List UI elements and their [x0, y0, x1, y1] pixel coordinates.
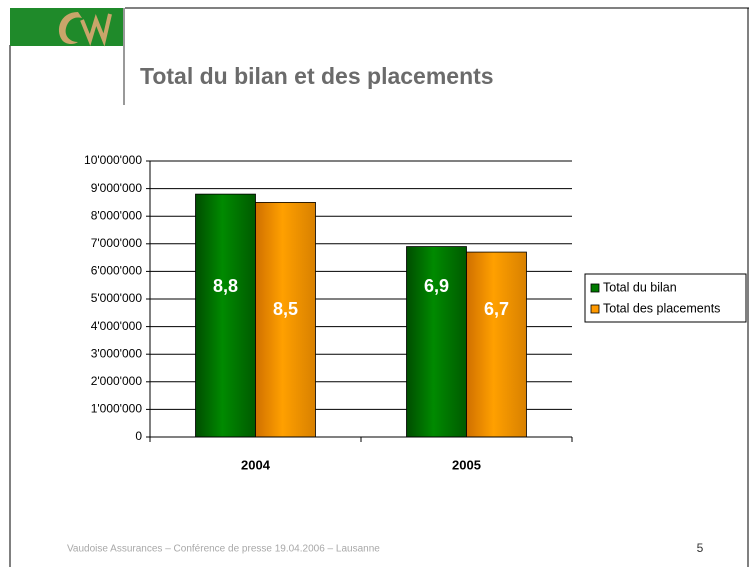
- logo: [10, 8, 124, 47]
- y-tick-label: 8'000'000: [91, 208, 143, 222]
- footer: Vaudoise Assurances – Conférence de pres…: [67, 544, 380, 555]
- chart: 0 1'000'000 2'000'000 3'000'000 4'000'000 5'0…: [84, 153, 747, 472]
- y-tick-label: 10'000'000: [84, 153, 142, 167]
- y-tick-label: 2'000'000: [91, 374, 143, 388]
- bar: [195, 193, 256, 438]
- slide-title: Total du bilan et des placements: [140, 63, 494, 89]
- legend-swatch: [590, 304, 600, 314]
- value-label: 6,9: [424, 276, 449, 296]
- y-tick-label: 4'000'000: [91, 319, 143, 333]
- y-tick-label: 9'000'000: [91, 181, 143, 195]
- x-tick-label: 2004: [241, 457, 271, 472]
- legend-swatch: [590, 283, 600, 293]
- value-label: 8,5: [273, 299, 298, 319]
- legend-label: Total du bilan: [603, 280, 677, 294]
- legend-box: [584, 273, 747, 323]
- x-tick-label: 2005: [452, 457, 481, 472]
- value-label: 8,8: [213, 276, 238, 296]
- bar: [406, 246, 467, 438]
- y-tick-label: 7'000'000: [91, 236, 143, 250]
- bar: [255, 201, 316, 438]
- value-label: 6,7: [484, 299, 509, 319]
- y-tick-label: 3'000'000: [91, 346, 143, 360]
- bar: [466, 251, 527, 438]
- legend-label: Total des placements: [603, 301, 720, 315]
- y-tick-label: 0: [135, 429, 142, 443]
- y-tick-label: 5'000'000: [91, 291, 143, 305]
- y-tick-label: 6'000'000: [91, 264, 143, 278]
- y-tick-label: 1'000'000: [91, 402, 143, 416]
- page-number: 5: [697, 541, 704, 555]
